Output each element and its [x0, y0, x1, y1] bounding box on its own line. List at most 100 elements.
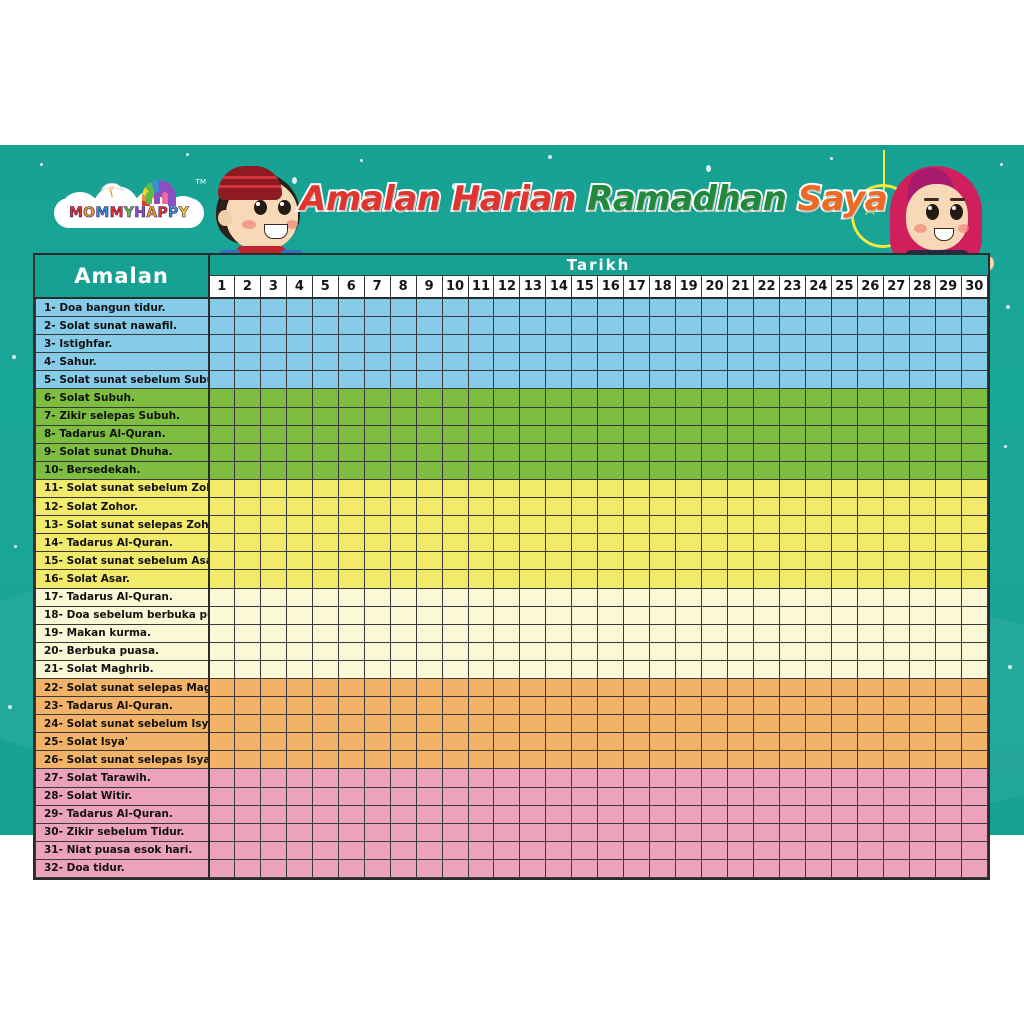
checkbox-cell-r26-d22[interactable] — [753, 750, 780, 770]
checkbox-cell-r13-d18[interactable] — [649, 515, 677, 535]
checkbox-cell-r1-d25[interactable] — [830, 297, 858, 318]
checkbox-cell-r31-d25[interactable] — [830, 840, 858, 860]
checkbox-cell-r20-d18[interactable] — [649, 641, 677, 661]
checkbox-cell-r7-d30[interactable] — [960, 406, 989, 426]
checkbox-cell-r14-d18[interactable] — [649, 533, 677, 553]
checkbox-cell-r32-d14[interactable] — [545, 858, 573, 879]
checkbox-cell-r3-d23[interactable] — [778, 334, 806, 354]
checkbox-cell-r28-d25[interactable] — [830, 786, 858, 806]
checkbox-cell-r13-d5[interactable] — [311, 515, 339, 535]
checkbox-cell-r13-d23[interactable] — [778, 515, 806, 535]
checkbox-cell-r15-d21[interactable] — [727, 551, 755, 571]
checkbox-cell-r19-d28[interactable] — [908, 623, 936, 643]
checkbox-cell-r17-d20[interactable] — [701, 587, 729, 607]
checkbox-cell-r11-d7[interactable] — [363, 478, 391, 499]
checkbox-cell-r14-d10[interactable] — [441, 533, 469, 553]
checkbox-cell-r23-d27[interactable] — [882, 696, 910, 716]
checkbox-cell-r1-d30[interactable] — [960, 297, 989, 318]
checkbox-cell-r31-d16[interactable] — [597, 840, 625, 860]
checkbox-cell-r31-d15[interactable] — [571, 840, 599, 860]
checkbox-cell-r15-d26[interactable] — [856, 551, 884, 571]
checkbox-cell-r21-d9[interactable] — [415, 659, 443, 679]
checkbox-cell-r30-d20[interactable] — [701, 822, 729, 842]
checkbox-cell-r16-d20[interactable] — [701, 569, 729, 589]
checkbox-cell-r29-d24[interactable] — [804, 804, 832, 824]
checkbox-cell-r6-d13[interactable] — [519, 388, 547, 408]
checkbox-cell-r20-d24[interactable] — [804, 641, 832, 661]
checkbox-cell-r22-d8[interactable] — [389, 677, 417, 698]
checkbox-cell-r14-d1[interactable] — [208, 533, 235, 553]
checkbox-cell-r26-d7[interactable] — [363, 750, 391, 770]
checkbox-cell-r3-d27[interactable] — [882, 334, 910, 354]
checkbox-cell-r24-d1[interactable] — [208, 714, 235, 734]
checkbox-cell-r2-d22[interactable] — [753, 316, 780, 336]
checkbox-cell-r15-d29[interactable] — [934, 551, 962, 571]
checkbox-cell-r4-d14[interactable] — [545, 352, 573, 372]
checkbox-cell-r7-d19[interactable] — [675, 406, 703, 426]
checkbox-cell-r12-d10[interactable] — [441, 497, 469, 517]
checkbox-cell-r31-d18[interactable] — [649, 840, 677, 860]
checkbox-cell-r17-d16[interactable] — [597, 587, 625, 607]
checkbox-cell-r16-d26[interactable] — [856, 569, 884, 589]
checkbox-cell-r5-d24[interactable] — [804, 370, 832, 390]
checkbox-cell-r12-d29[interactable] — [934, 497, 962, 517]
checkbox-cell-r31-d8[interactable] — [389, 840, 417, 860]
checkbox-cell-r9-d1[interactable] — [208, 442, 235, 462]
checkbox-cell-r2-d23[interactable] — [778, 316, 806, 336]
checkbox-cell-r31-d10[interactable] — [441, 840, 469, 860]
checkbox-cell-r8-d8[interactable] — [389, 424, 417, 444]
checkbox-cell-r21-d10[interactable] — [441, 659, 469, 679]
checkbox-cell-r29-d11[interactable] — [467, 804, 495, 824]
checkbox-cell-r17-d8[interactable] — [389, 587, 417, 607]
checkbox-cell-r8-d18[interactable] — [649, 424, 677, 444]
checkbox-cell-r12-d3[interactable] — [259, 497, 287, 517]
checkbox-cell-r11-d27[interactable] — [882, 478, 910, 499]
checkbox-cell-r2-d12[interactable] — [493, 316, 521, 336]
checkbox-cell-r2-d5[interactable] — [311, 316, 339, 336]
checkbox-cell-r22-d2[interactable] — [233, 677, 261, 698]
checkbox-cell-r26-d28[interactable] — [908, 750, 936, 770]
checkbox-cell-r8-d3[interactable] — [259, 424, 287, 444]
checkbox-cell-r16-d1[interactable] — [208, 569, 235, 589]
checkbox-cell-r1-d3[interactable] — [259, 297, 287, 318]
checkbox-cell-r11-d23[interactable] — [778, 478, 806, 499]
checkbox-cell-r16-d25[interactable] — [830, 569, 858, 589]
checkbox-cell-r16-d15[interactable] — [571, 569, 599, 589]
checkbox-cell-r1-d26[interactable] — [856, 297, 884, 318]
checkbox-cell-r28-d27[interactable] — [882, 786, 910, 806]
checkbox-cell-r6-d18[interactable] — [649, 388, 677, 408]
checkbox-cell-r6-d29[interactable] — [934, 388, 962, 408]
checkbox-cell-r15-d16[interactable] — [597, 551, 625, 571]
checkbox-cell-r5-d5[interactable] — [311, 370, 339, 390]
checkbox-cell-r18-d24[interactable] — [804, 605, 832, 625]
checkbox-cell-r26-d24[interactable] — [804, 750, 832, 770]
checkbox-cell-r13-d16[interactable] — [597, 515, 625, 535]
checkbox-cell-r1-d23[interactable] — [778, 297, 806, 318]
checkbox-cell-r28-d20[interactable] — [701, 786, 729, 806]
checkbox-cell-r12-d4[interactable] — [285, 497, 313, 517]
checkbox-cell-r16-d12[interactable] — [493, 569, 521, 589]
checkbox-cell-r8-d29[interactable] — [934, 424, 962, 444]
checkbox-cell-r28-d18[interactable] — [649, 786, 677, 806]
checkbox-cell-r31-d11[interactable] — [467, 840, 495, 860]
checkbox-cell-r32-d7[interactable] — [363, 858, 391, 879]
checkbox-cell-r1-d28[interactable] — [908, 297, 936, 318]
checkbox-cell-r5-d12[interactable] — [493, 370, 521, 390]
checkbox-cell-r24-d16[interactable] — [597, 714, 625, 734]
checkbox-cell-r3-d8[interactable] — [389, 334, 417, 354]
checkbox-cell-r11-d30[interactable] — [960, 478, 989, 499]
checkbox-cell-r13-d13[interactable] — [519, 515, 547, 535]
checkbox-cell-r11-d22[interactable] — [753, 478, 780, 499]
checkbox-cell-r29-d19[interactable] — [675, 804, 703, 824]
checkbox-cell-r1-d2[interactable] — [233, 297, 261, 318]
checkbox-cell-r30-d6[interactable] — [337, 822, 365, 842]
checkbox-cell-r21-d12[interactable] — [493, 659, 521, 679]
checkbox-cell-r2-d11[interactable] — [467, 316, 495, 336]
checkbox-cell-r23-d16[interactable] — [597, 696, 625, 716]
checkbox-cell-r29-d1[interactable] — [208, 804, 235, 824]
checkbox-cell-r26-d2[interactable] — [233, 750, 261, 770]
checkbox-cell-r22-d21[interactable] — [727, 677, 755, 698]
checkbox-cell-r19-d13[interactable] — [519, 623, 547, 643]
checkbox-cell-r17-d9[interactable] — [415, 587, 443, 607]
checkbox-cell-r1-d22[interactable] — [753, 297, 780, 318]
